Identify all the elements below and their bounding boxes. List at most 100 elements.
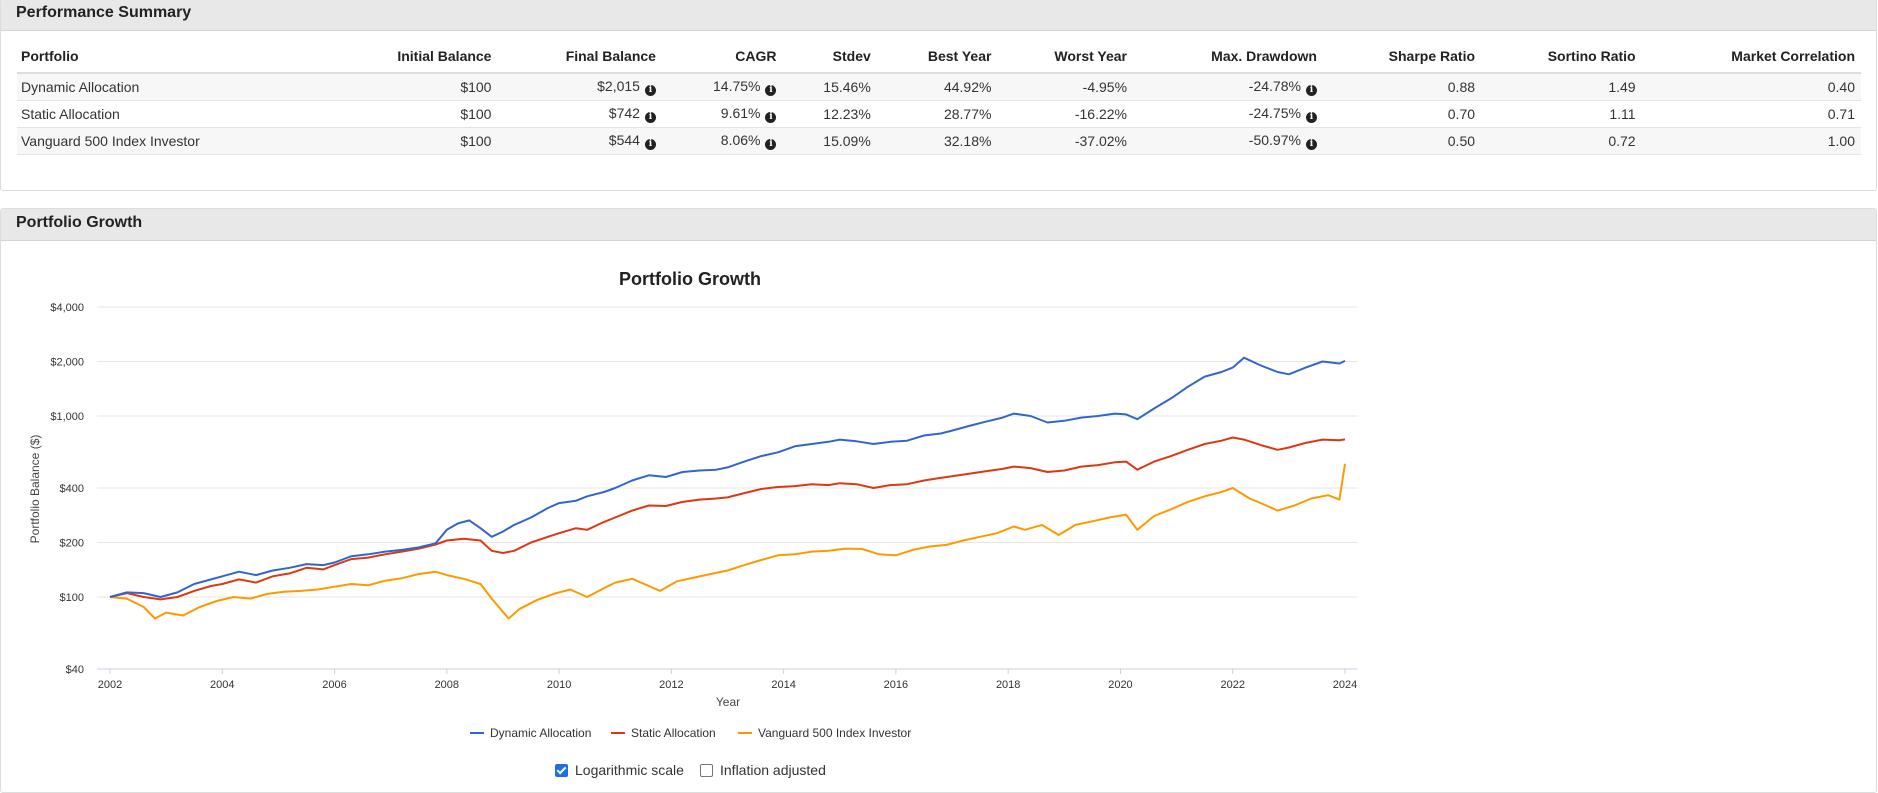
col-stdev: Stdev — [782, 45, 877, 74]
performance-summary-panel: Performance Summary Portfolio Initial Ba… — [0, 0, 1877, 191]
info-icon[interactable]: i — [644, 139, 656, 150]
cagr-cell: 9.61% i — [661, 100, 783, 128]
col-max-drawdown: Max. Drawdown — [1133, 45, 1323, 74]
info-icon[interactable]: i — [644, 112, 656, 123]
x-tick-label: 2006 — [322, 679, 346, 691]
legend-label: Dynamic Allocation — [490, 726, 591, 740]
x-axis-title: Year — [716, 695, 740, 709]
info-icon[interactable]: i — [1305, 85, 1317, 96]
stdev: 15.46% — [782, 73, 877, 101]
log-scale-label[interactable]: Logarithmic scale — [575, 762, 684, 778]
y-tick-label: $100 — [60, 592, 84, 604]
series-line — [109, 356, 1346, 598]
y-tick-label: $1,000 — [50, 411, 84, 423]
table-row: Static Allocation $100 $742 i 9.61% i 12.2… — [17, 100, 1861, 128]
worst-year: -4.95% — [997, 73, 1134, 101]
log-scale-option[interactable]: Logarithmic scale — [555, 761, 684, 779]
table-row: Dynamic Allocation $100 $2,015 i 14.75% i … — [17, 73, 1861, 101]
sortino-ratio: 1.49 — [1481, 73, 1642, 101]
legend-label: Static Allocation — [631, 726, 716, 740]
best-year: 44.92% — [876, 73, 998, 101]
initial-balance: $100 — [326, 100, 498, 128]
info-icon[interactable]: i — [1305, 112, 1317, 123]
cagr-cell: 14.75% i — [661, 73, 783, 101]
chart-series-lines — [109, 356, 1346, 620]
cagr: 14.75% — [713, 78, 761, 94]
final-balance-cell: $742 i — [497, 100, 662, 128]
max-drawdown: -50.97% — [1248, 132, 1301, 148]
worst-year: -37.02% — [997, 127, 1134, 155]
y-tick-label: $40 — [66, 664, 84, 676]
inflation-option[interactable]: Inflation adjusted — [700, 761, 826, 779]
max-drawdown-cell: -24.78% i — [1133, 73, 1323, 101]
table-row: Vanguard 500 Index Investor $100 $544 i 8… — [17, 127, 1861, 155]
info-icon[interactable]: i — [765, 112, 777, 123]
stdev: 12.23% — [782, 100, 877, 128]
col-sortino-ratio: Sortino Ratio — [1481, 45, 1642, 74]
x-tick-label: 2024 — [1333, 679, 1357, 691]
x-tick-label: 2008 — [435, 679, 459, 691]
inflation-label[interactable]: Inflation adjusted — [720, 762, 826, 778]
inflation-checkbox[interactable] — [700, 763, 713, 777]
y-axis-title: Portfolio Balance ($) — [28, 435, 42, 544]
col-portfolio: Portfolio — [17, 45, 327, 74]
sortino-ratio: 1.11 — [1481, 100, 1642, 128]
max-drawdown: -24.78% — [1248, 78, 1301, 94]
table-header-row: Portfolio Initial Balance Final Balance … — [17, 45, 1861, 74]
col-worst-year: Worst Year — [997, 45, 1134, 74]
chart-grid — [97, 306, 1357, 598]
y-tick-label: $400 — [60, 483, 84, 495]
x-tick-label: 2014 — [771, 679, 795, 691]
y-tick-label: $2,000 — [50, 356, 84, 368]
initial-balance: $100 — [326, 127, 498, 155]
max-drawdown: -24.75% — [1248, 105, 1301, 121]
info-icon[interactable]: i — [765, 139, 777, 150]
sharpe-ratio: 0.70 — [1322, 100, 1482, 128]
best-year: 28.77% — [876, 100, 998, 128]
sortino-ratio: 0.72 — [1481, 127, 1642, 155]
y-axis-ticks: $40 $100 $200 $400 $1,000 $2,000 $4,000 — [50, 302, 84, 676]
legend-label: Vanguard 500 Index Investor — [758, 726, 911, 740]
col-final-balance: Final Balance — [497, 45, 662, 74]
log-scale-checkbox[interactable] — [555, 763, 568, 777]
series-line — [109, 436, 1346, 601]
portfolio-name: Static Allocation — [17, 100, 327, 128]
initial-balance: $100 — [326, 73, 498, 101]
final-balance: $2,015 — [597, 78, 640, 94]
max-drawdown-cell: -24.75% i — [1133, 100, 1323, 128]
chart-legend: Dynamic Allocation Static Allocation Vangu… — [470, 726, 911, 740]
market-correlation: 1.00 — [1641, 127, 1861, 155]
col-market-correlation: Market Correlation — [1641, 45, 1861, 74]
sharpe-ratio: 0.50 — [1322, 127, 1482, 155]
x-tick-label: 2002 — [98, 679, 122, 691]
max-drawdown-cell: -50.97% i — [1133, 127, 1323, 155]
x-tick-label: 2020 — [1108, 679, 1132, 691]
info-icon[interactable]: i — [1305, 139, 1317, 150]
portfolio-growth-heading: Portfolio Growth — [1, 209, 1876, 241]
cagr-cell: 8.06% i — [661, 127, 783, 155]
y-tick-label: $200 — [60, 537, 84, 549]
col-cagr: CAGR — [661, 45, 783, 74]
col-sharpe-ratio: Sharpe Ratio — [1322, 45, 1482, 74]
performance-summary-heading: Performance Summary — [1, 0, 1876, 31]
portfolio-name: Dynamic Allocation — [17, 73, 327, 101]
x-tick-label: 2010 — [547, 679, 571, 691]
x-tick-label: 2004 — [210, 679, 234, 691]
series-line — [109, 463, 1346, 620]
final-balance-cell: $544 i — [497, 127, 662, 155]
y-tick-label: $4,000 — [50, 302, 84, 314]
stdev: 15.09% — [782, 127, 877, 155]
col-best-year: Best Year — [876, 45, 998, 74]
cagr: 9.61% — [720, 105, 761, 121]
market-correlation: 0.40 — [1641, 73, 1861, 101]
x-tick-label: 2018 — [996, 679, 1020, 691]
best-year: 32.18% — [876, 127, 998, 155]
sharpe-ratio: 0.88 — [1322, 73, 1482, 101]
portfolio-name: Vanguard 500 Index Investor — [17, 127, 327, 155]
x-tick-label: 2022 — [1220, 679, 1244, 691]
final-balance: $742 — [608, 105, 640, 121]
x-tick-label: 2012 — [659, 679, 683, 691]
info-icon[interactable]: i — [644, 85, 656, 96]
info-icon[interactable]: i — [765, 85, 777, 96]
